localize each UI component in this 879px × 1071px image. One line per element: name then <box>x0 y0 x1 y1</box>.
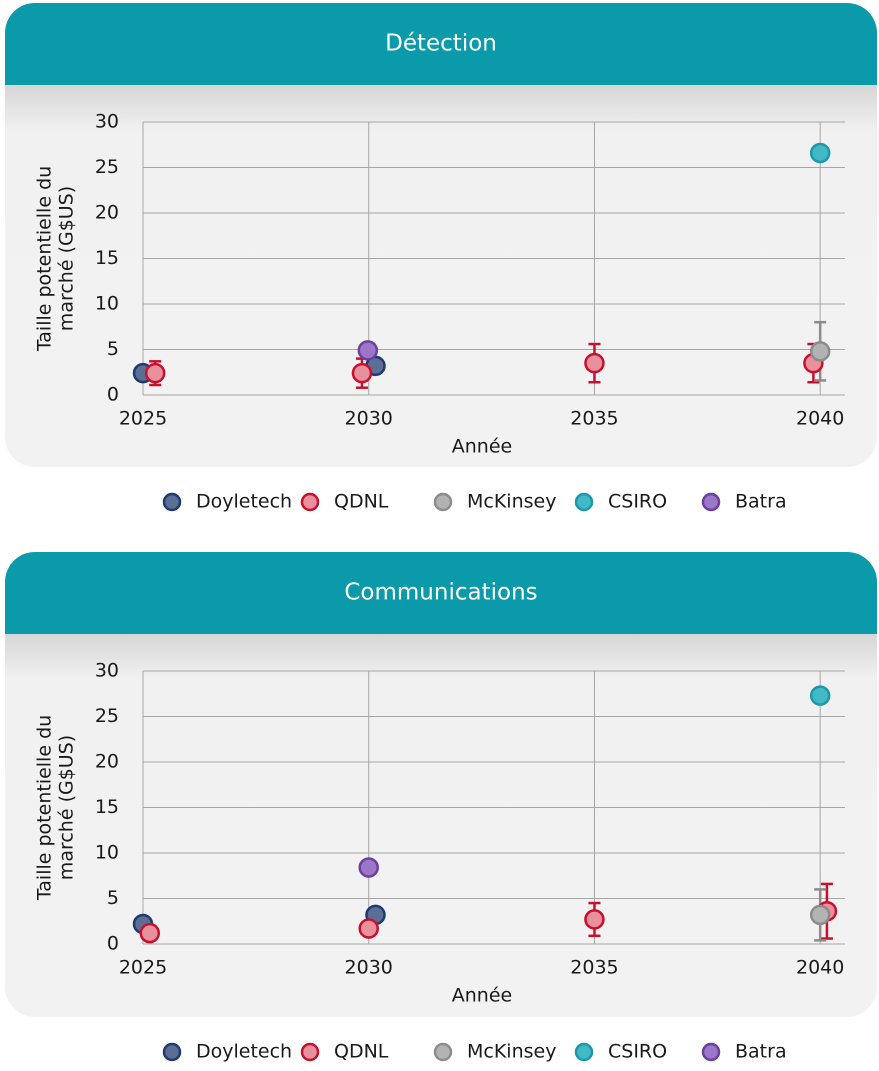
y-tick-label: 10 <box>95 293 119 315</box>
x-tick-label: 2035 <box>570 957 618 979</box>
y-tick-label: 0 <box>107 933 119 955</box>
point <box>809 142 831 164</box>
point <box>809 341 831 362</box>
x-tick-label: 2030 <box>345 957 393 979</box>
y-axis-label: marché (G$US) <box>56 186 78 331</box>
legend-label: CSIRO <box>608 1041 667 1063</box>
y-tick-label: 25 <box>95 156 119 178</box>
y-axis-label: Taille potentielle du <box>34 715 56 901</box>
legend-marker <box>162 492 182 512</box>
y-tick-label: 20 <box>95 751 119 773</box>
x-axis-label: Année <box>452 985 512 1007</box>
panel-header <box>5 552 877 634</box>
point <box>351 362 373 384</box>
chart-title: Détection <box>385 31 497 57</box>
y-tick-label: 25 <box>95 705 119 727</box>
x-axis-label: Année <box>452 436 512 458</box>
legend-label: McKinsey <box>467 491 556 513</box>
legend-label: Doyletech <box>196 491 292 513</box>
point <box>358 857 379 878</box>
y-tick-label: 15 <box>95 796 119 818</box>
y-tick-label: 30 <box>95 111 119 133</box>
point <box>809 685 831 706</box>
legend-marker <box>433 492 453 512</box>
point <box>144 362 166 384</box>
point <box>584 909 605 930</box>
x-tick-label: 2025 <box>119 408 167 430</box>
y-tick-label: 0 <box>107 384 119 406</box>
point <box>357 340 379 361</box>
y-axis-label: Taille potentielle du <box>34 166 56 352</box>
point <box>139 922 161 944</box>
legend-marker <box>701 1042 721 1062</box>
legend-label: Batra <box>735 1041 787 1063</box>
point <box>809 904 831 926</box>
y-tick-label: 5 <box>107 887 119 909</box>
panel <box>5 552 877 1017</box>
panel-body <box>5 634 877 1017</box>
legend-marker <box>574 1042 594 1062</box>
legend-marker <box>300 1042 320 1062</box>
legend-marker <box>162 1042 182 1062</box>
legend-label: QDNL <box>334 491 389 513</box>
point <box>358 918 379 939</box>
legend-label: Doyletech <box>196 1041 292 1063</box>
x-tick-label: 2040 <box>796 408 844 430</box>
y-tick-label: 20 <box>95 202 119 224</box>
point <box>584 352 605 374</box>
y-tick-label: 15 <box>95 247 119 269</box>
y-tick-label: 30 <box>95 660 119 682</box>
chart-title: Communications <box>344 580 537 606</box>
legend-label: McKinsey <box>467 1041 556 1063</box>
x-tick-label: 2030 <box>345 408 393 430</box>
legend-marker <box>574 492 594 512</box>
panel-body <box>5 85 877 467</box>
y-tick-label: 5 <box>107 338 119 360</box>
legend-label: QDNL <box>334 1041 389 1063</box>
legend-marker <box>300 492 320 512</box>
x-tick-label: 2025 <box>119 957 167 979</box>
y-axis-label: marché (G$US) <box>56 735 78 880</box>
legend-label: CSIRO <box>608 491 667 513</box>
x-tick-label: 2035 <box>570 408 618 430</box>
panel-header <box>5 3 877 85</box>
y-tick-label: 10 <box>95 842 119 864</box>
legend-marker <box>701 492 721 512</box>
x-tick-label: 2040 <box>796 957 844 979</box>
legend-label: Batra <box>735 491 787 513</box>
legend-marker <box>433 1042 453 1062</box>
panel <box>5 3 877 467</box>
